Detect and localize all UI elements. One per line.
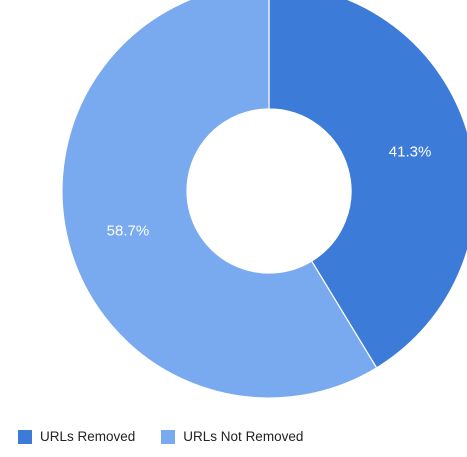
slice-urls-not-removed[interactable] — [61, 0, 378, 399]
legend-item-urls-not-removed[interactable]: URLs Not Removed — [161, 429, 303, 444]
slice-label-urls-removed: 41.3% — [389, 143, 432, 160]
slice-label-urls-not-removed: 58.7% — [107, 223, 150, 240]
legend-swatch-urls-removed — [18, 429, 32, 444]
legend-label-urls-not-removed: URLs Not Removed — [183, 429, 304, 444]
donut-slices — [61, 0, 467, 399]
slice-labels: 41.3% 58.7% — [107, 143, 432, 239]
legend-label-urls-removed: URLs Removed — [40, 429, 136, 444]
donut-chart: 41.3% 58.7% — [61, 0, 467, 399]
chart-legend: URLs Removed URLs Not Removed — [18, 429, 329, 444]
legend-swatch-urls-not-removed — [161, 429, 176, 444]
legend-item-urls-removed[interactable]: URLs Removed — [18, 429, 135, 444]
slice-urls-removed[interactable] — [268, 0, 467, 369]
